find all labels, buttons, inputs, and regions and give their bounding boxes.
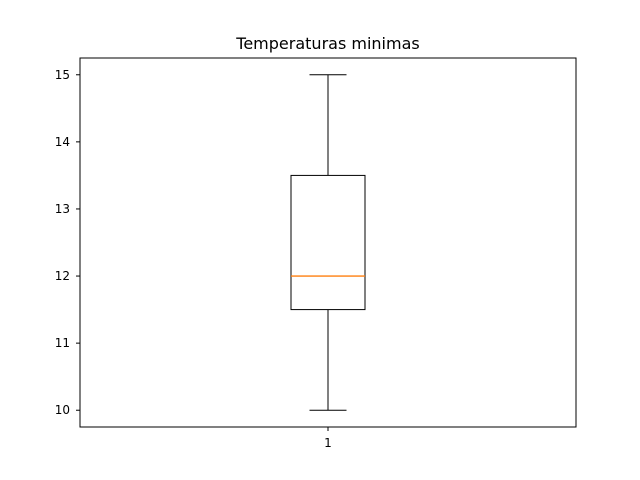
plot-area [290, 74, 366, 411]
box-group [290, 74, 366, 411]
y-tick-label: 11 [55, 336, 70, 350]
y-tick-label: 10 [55, 403, 70, 417]
y-tick-label: 12 [55, 269, 70, 283]
box-iqr [290, 174, 366, 311]
y-tick-label: 14 [55, 135, 70, 149]
chart-title: Temperaturas minimas [235, 34, 419, 53]
y-axis: 10 11 12 13 14 15 [55, 68, 80, 417]
x-tick-label: 1 [324, 436, 332, 450]
x-axis: 1 [324, 427, 332, 450]
y-tick-label: 15 [55, 68, 70, 82]
y-tick-label: 13 [55, 202, 70, 216]
